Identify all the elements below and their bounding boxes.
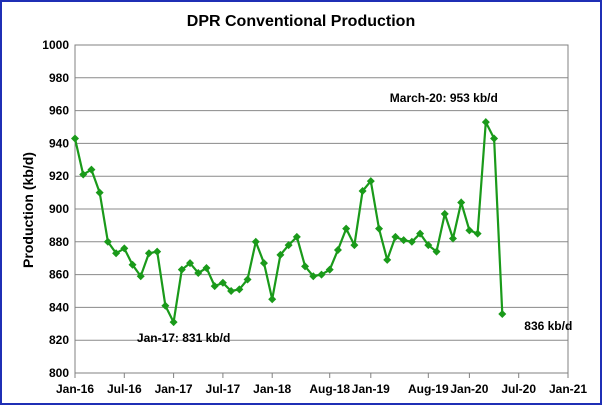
data-point <box>473 229 482 238</box>
data-point <box>71 134 79 143</box>
data-point <box>342 224 351 233</box>
data-point <box>79 170 88 179</box>
data-point <box>161 301 170 310</box>
data-point <box>465 226 474 235</box>
data-point <box>218 278 227 287</box>
data-point <box>383 255 392 264</box>
x-tick-label: Jan-21 <box>549 382 587 396</box>
y-tick-labels: 800 820 840 860 880 900 920 940 960 980 1000 <box>42 38 69 380</box>
data-point <box>169 318 178 327</box>
y-axis-label: Production (kb/d) <box>20 152 36 268</box>
data-point <box>490 134 499 143</box>
y-tick-label: 800 <box>49 366 69 380</box>
y-tick-label: 900 <box>49 202 69 216</box>
data-point <box>276 250 285 259</box>
x-tick-label: Jul-17 <box>206 382 241 396</box>
data-point <box>391 232 400 241</box>
data-point <box>128 260 137 269</box>
y-tick-label: 920 <box>49 169 69 183</box>
data-point <box>366 177 375 186</box>
data-point <box>325 265 334 274</box>
x-tick-label: Aug-19 <box>408 382 449 396</box>
data-point <box>317 270 326 279</box>
data-point <box>95 188 104 197</box>
data-point <box>432 247 441 256</box>
data-point <box>498 309 507 318</box>
data-point <box>259 259 268 268</box>
data-point <box>333 246 342 254</box>
x-tick-labels: Jan-16 Jul-16 Jan-17 Jul-17 Jan-18 Aug-18 Jan-… <box>56 373 587 396</box>
data-point <box>202 264 211 273</box>
data-point <box>153 247 162 256</box>
data-point <box>424 241 433 250</box>
y-tick-label: 840 <box>49 300 69 314</box>
data-point <box>120 244 129 253</box>
plot-area-border <box>74 44 569 374</box>
data-points <box>71 118 507 327</box>
y-tick-label: 980 <box>49 71 69 85</box>
y-tick-label: 880 <box>49 235 69 249</box>
data-point <box>194 268 203 277</box>
data-point <box>103 237 112 246</box>
annotation-label: March-20: 953 kb/d <box>390 91 498 105</box>
x-tick-label: Jul-20 <box>501 382 536 396</box>
data-point <box>268 295 277 304</box>
x-tick-label: Jan-20 <box>450 382 488 396</box>
data-point <box>440 209 449 218</box>
data-point <box>284 241 293 250</box>
data-point <box>358 186 367 195</box>
data-point <box>481 118 490 127</box>
data-point <box>251 237 260 246</box>
y-tick-label: 820 <box>49 333 69 347</box>
series-line <box>73 118 504 326</box>
data-point <box>416 229 425 238</box>
y-tick-label: 1000 <box>42 38 69 52</box>
data-point <box>243 275 252 284</box>
data-point <box>399 236 408 245</box>
data-point <box>136 272 145 281</box>
data-point <box>350 241 359 250</box>
data-point <box>375 224 384 233</box>
data-point <box>186 259 195 268</box>
x-tick-label: Jan-17 <box>155 382 193 396</box>
chart-title: DPR Conventional Production <box>187 13 415 30</box>
data-point <box>292 232 301 241</box>
data-point <box>87 165 96 174</box>
data-point <box>210 282 219 291</box>
data-point <box>235 285 244 294</box>
data-point <box>457 198 466 207</box>
data-point <box>448 234 457 243</box>
data-point <box>227 287 236 295</box>
y-tick-label: 960 <box>49 104 69 118</box>
data-point <box>112 249 121 258</box>
annotation-label: 836 kb/d <box>524 319 572 333</box>
annotation-label: Jan-17: 831 kb/d <box>137 331 230 345</box>
y-tick-label: 860 <box>49 268 69 282</box>
x-tick-label: Jan-19 <box>352 382 390 396</box>
data-point <box>301 262 310 271</box>
x-tick-label: Jan-18 <box>253 382 291 396</box>
data-point <box>177 265 186 274</box>
x-tick-label: Jan-16 <box>56 382 94 396</box>
x-tick-label: Aug-18 <box>309 382 350 396</box>
data-point <box>144 249 153 258</box>
data-point <box>407 237 416 246</box>
x-tick-label: Jul-16 <box>107 382 142 396</box>
annotations: March-20: 953 kb/d Jan-17: 831 kb/d 836 kb… <box>137 91 572 345</box>
data-point <box>309 272 318 281</box>
y-tick-label: 940 <box>49 136 69 150</box>
